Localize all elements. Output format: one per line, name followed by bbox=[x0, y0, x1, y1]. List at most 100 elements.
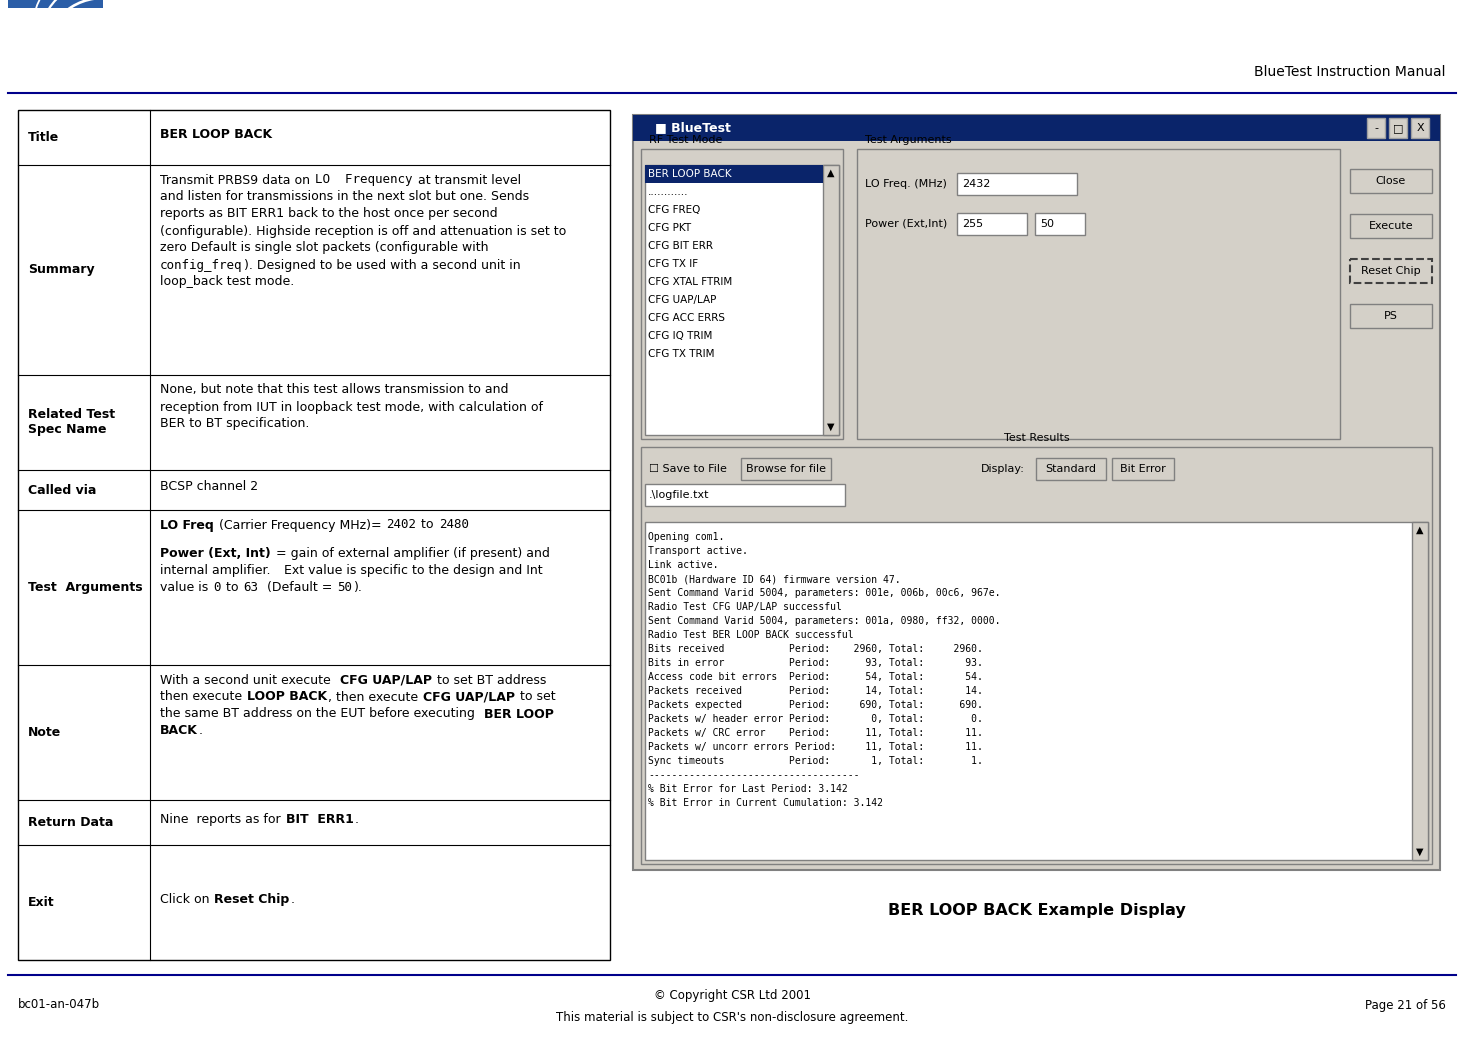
Bar bbox=[1367, 118, 1385, 138]
Bar bbox=[632, 115, 1441, 141]
Text: .\logfile.txt: .\logfile.txt bbox=[649, 490, 710, 500]
Text: Test  Arguments: Test Arguments bbox=[28, 581, 142, 594]
Text: (Carrier Frequency MHz)=: (Carrier Frequency MHz)= bbox=[215, 518, 385, 532]
Text: zero Default is single slot packets (configurable with: zero Default is single slot packets (con… bbox=[160, 242, 489, 254]
Text: Note: Note bbox=[28, 726, 61, 739]
Text: LO  Frequency: LO Frequency bbox=[315, 174, 413, 186]
Bar bbox=[1350, 169, 1432, 193]
Text: Ext value is specific to the design and Int: Ext value is specific to the design and … bbox=[271, 564, 542, 578]
Text: .: . bbox=[291, 893, 294, 906]
Text: 255: 255 bbox=[962, 219, 984, 229]
Text: Packets w/ uncorr errors Period:     11, Total:       11.: Packets w/ uncorr errors Period: 11, Tot… bbox=[649, 742, 982, 752]
Bar bbox=[823, 166, 839, 435]
Text: Sent Command Varid 5004, parameters: 001a, 0980, ff32, 0000.: Sent Command Varid 5004, parameters: 001… bbox=[649, 616, 1000, 626]
Text: BER to BT specification.: BER to BT specification. bbox=[160, 417, 309, 431]
Bar bbox=[641, 149, 843, 439]
Text: Test Results: Test Results bbox=[1004, 433, 1069, 443]
Text: 2432: 2432 bbox=[962, 179, 990, 189]
Text: reports as BIT ERR1 back to the host once per second: reports as BIT ERR1 back to the host onc… bbox=[160, 207, 498, 221]
Bar bbox=[1389, 118, 1407, 138]
Text: CFG TX IF: CFG TX IF bbox=[649, 259, 698, 269]
Text: CFG FREQ: CFG FREQ bbox=[649, 205, 700, 215]
Text: CFG UAP/LAP: CFG UAP/LAP bbox=[423, 690, 515, 704]
Text: 2480: 2480 bbox=[439, 518, 468, 532]
Text: Power (Ext, Int): Power (Ext, Int) bbox=[160, 548, 271, 560]
Text: config_freq: config_freq bbox=[160, 258, 243, 272]
Text: -: - bbox=[1375, 123, 1378, 133]
Text: loop_back test mode.: loop_back test mode. bbox=[160, 276, 294, 288]
Text: Packets w/ header error Period:       0, Total:        0.: Packets w/ header error Period: 0, Total… bbox=[649, 714, 982, 723]
Text: ------------------------------------: ------------------------------------ bbox=[649, 770, 859, 780]
Text: , then execute: , then execute bbox=[328, 690, 423, 704]
Bar bbox=[641, 447, 1432, 864]
Bar bbox=[646, 166, 823, 183]
Text: This material is subject to CSR's non-disclosure agreement.: This material is subject to CSR's non-di… bbox=[556, 1012, 908, 1024]
Text: ............: ............ bbox=[649, 187, 688, 197]
Text: BACK: BACK bbox=[160, 725, 198, 737]
Bar bbox=[957, 173, 1078, 195]
Bar bbox=[1350, 304, 1432, 328]
Text: Bits received           Period:    2960, Total:     2960.: Bits received Period: 2960, Total: 2960. bbox=[649, 644, 982, 654]
Text: © Copyright CSR Ltd 2001: © Copyright CSR Ltd 2001 bbox=[653, 990, 811, 1002]
Text: (configurable). Highside reception is off and attenuation is set to: (configurable). Highside reception is of… bbox=[160, 225, 567, 237]
Text: BlueTest Instruction Manual: BlueTest Instruction Manual bbox=[1255, 65, 1446, 79]
Bar bbox=[632, 115, 1441, 870]
Text: Transmit PRBS9 data on: Transmit PRBS9 data on bbox=[160, 174, 313, 186]
Text: Packets w/ CRC error    Period:      11, Total:       11.: Packets w/ CRC error Period: 11, Total: … bbox=[649, 728, 982, 738]
Text: LO Freq. (MHz): LO Freq. (MHz) bbox=[865, 179, 947, 189]
Bar bbox=[646, 484, 845, 506]
Bar bbox=[1350, 259, 1432, 283]
Text: CFG IQ TRIM: CFG IQ TRIM bbox=[649, 331, 713, 341]
Text: Radio Test BER LOOP BACK successful: Radio Test BER LOOP BACK successful bbox=[649, 630, 854, 640]
Text: Exit: Exit bbox=[28, 896, 54, 909]
Text: Execute: Execute bbox=[1369, 221, 1413, 231]
Text: value is: value is bbox=[160, 582, 212, 594]
Text: Bit Error: Bit Error bbox=[1120, 464, 1165, 474]
Text: X: X bbox=[1416, 123, 1424, 133]
Text: Packets received        Period:      14, Total:       14.: Packets received Period: 14, Total: 14. bbox=[649, 686, 982, 696]
Text: Display:: Display: bbox=[981, 464, 1025, 474]
Text: CFG ACC ERRS: CFG ACC ERRS bbox=[649, 313, 725, 323]
Text: None, but note that this test allows transmission to and: None, but note that this test allows tra… bbox=[160, 383, 508, 397]
Text: Page 21 of 56: Page 21 of 56 bbox=[1364, 998, 1446, 1012]
Bar bbox=[18, 110, 610, 960]
Text: Browse for file: Browse for file bbox=[747, 464, 826, 474]
Text: ▲: ▲ bbox=[827, 168, 834, 178]
Text: CFG XTAL FTRIM: CFG XTAL FTRIM bbox=[649, 277, 732, 287]
Text: LO Freq: LO Freq bbox=[160, 518, 214, 532]
Text: ▼: ▼ bbox=[827, 422, 834, 432]
Text: = gain of external amplifier (if present) and: = gain of external amplifier (if present… bbox=[272, 548, 549, 560]
Text: internal amplifier.: internal amplifier. bbox=[160, 564, 271, 578]
Text: BER LOOP: BER LOOP bbox=[485, 708, 553, 720]
Text: 0: 0 bbox=[214, 582, 221, 594]
Bar bbox=[1035, 213, 1085, 235]
Text: Bits in error           Period:      93, Total:       93.: Bits in error Period: 93, Total: 93. bbox=[649, 658, 982, 668]
Text: at transmit level: at transmit level bbox=[413, 174, 521, 186]
Text: Sync timeouts           Period:       1, Total:        1.: Sync timeouts Period: 1, Total: 1. bbox=[649, 756, 982, 766]
Text: bc01-an-047b: bc01-an-047b bbox=[18, 998, 100, 1012]
Text: LOOP BACK: LOOP BACK bbox=[247, 690, 328, 704]
Text: RF Test Mode: RF Test Mode bbox=[649, 135, 722, 145]
Text: Summary: Summary bbox=[28, 263, 95, 277]
Text: Click on: Click on bbox=[160, 893, 214, 906]
Text: Transport active.: Transport active. bbox=[649, 545, 748, 556]
Text: Reset Chip: Reset Chip bbox=[215, 893, 290, 906]
Text: Nine  reports as for: Nine reports as for bbox=[160, 813, 284, 826]
Bar bbox=[1037, 458, 1105, 480]
Text: and listen for transmissions in the next slot but one. Sends: and listen for transmissions in the next… bbox=[160, 191, 529, 203]
Text: 50: 50 bbox=[338, 582, 353, 594]
Text: Close: Close bbox=[1376, 176, 1405, 186]
Text: to: to bbox=[221, 582, 242, 594]
Text: to set BT address: to set BT address bbox=[433, 674, 546, 686]
Text: Title: Title bbox=[28, 131, 59, 144]
Text: then execute: then execute bbox=[160, 690, 246, 704]
Text: Sent Command Varid 5004, parameters: 001e, 006b, 00c6, 967e.: Sent Command Varid 5004, parameters: 001… bbox=[649, 588, 1000, 598]
Bar bbox=[7, 0, 102, 8]
Text: 2402: 2402 bbox=[386, 518, 416, 532]
Text: % Bit Error in Current Cumulation: 3.142: % Bit Error in Current Cumulation: 3.142 bbox=[649, 798, 883, 808]
Text: Radio Test CFG UAP/LAP successful: Radio Test CFG UAP/LAP successful bbox=[649, 602, 842, 612]
Text: Packets expected        Period:     690, Total:      690.: Packets expected Period: 690, Total: 690… bbox=[649, 700, 982, 710]
Text: Standard: Standard bbox=[1045, 464, 1097, 474]
Text: ). Designed to be used with a second unit in: ). Designed to be used with a second uni… bbox=[243, 258, 520, 272]
Bar bbox=[741, 458, 832, 480]
